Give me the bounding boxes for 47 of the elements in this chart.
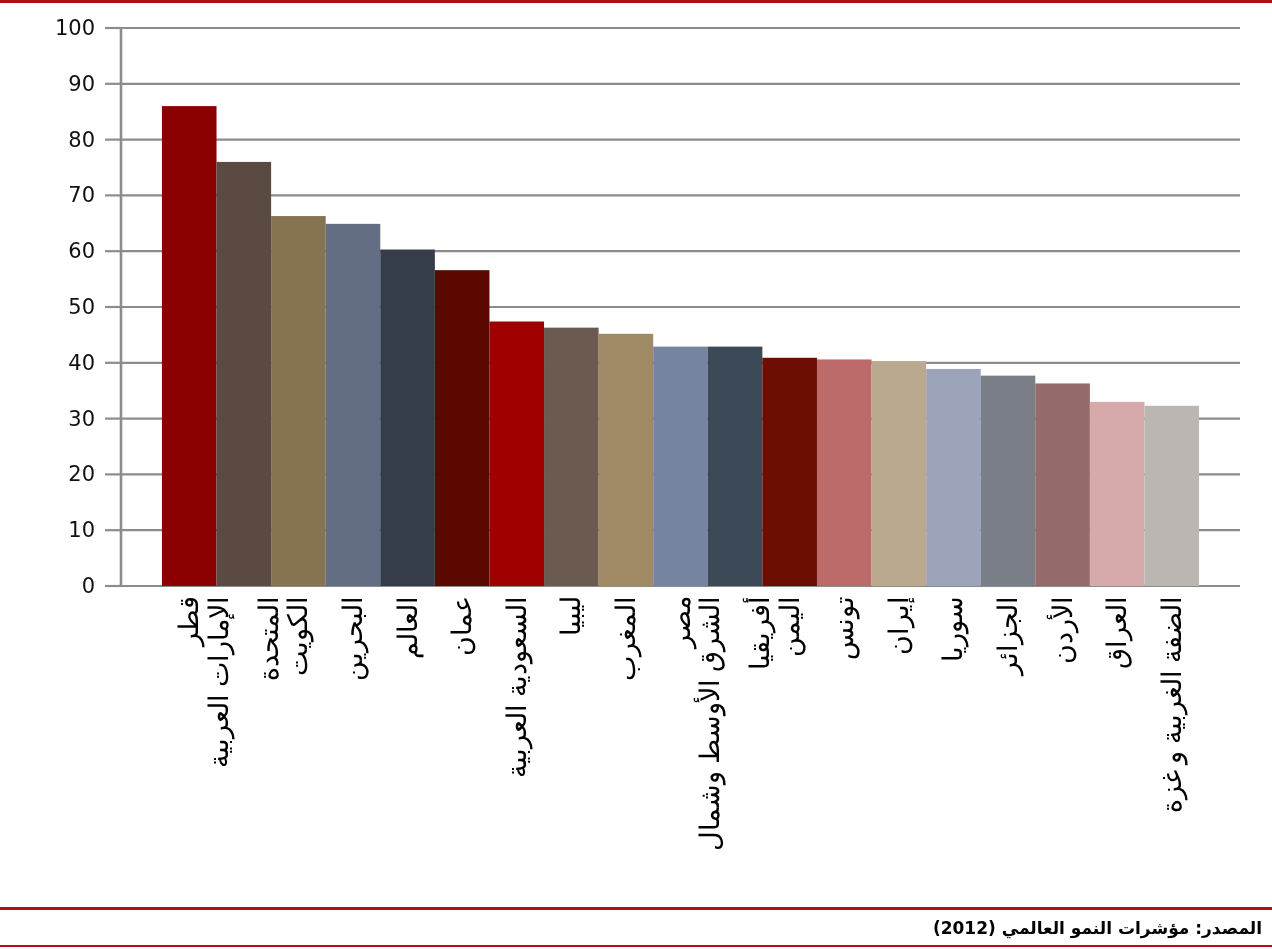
bar xyxy=(380,249,435,586)
bar xyxy=(871,361,927,586)
bar xyxy=(598,333,654,586)
x-tick-label: الأردن xyxy=(1045,596,1079,664)
x-tick-label: سوريا xyxy=(938,596,970,662)
text: المصدر: مؤشرات النمو العالمي (2012) xyxy=(932,918,1262,939)
x-tick-label: مصر xyxy=(665,596,697,650)
y-tick-label: 60 xyxy=(68,239,95,264)
bar xyxy=(325,223,381,586)
x-tick-label: الضفة الغربية و غزة xyxy=(1156,596,1188,814)
bar xyxy=(707,346,763,586)
x-tick-label: العراق xyxy=(1102,596,1134,669)
bar xyxy=(544,327,599,586)
x-tick-label: عمان xyxy=(447,596,478,656)
y-tick-label: 70 xyxy=(68,183,95,208)
y-tick-label: 0 xyxy=(81,574,95,598)
x-tick-label: البحرين xyxy=(337,596,369,681)
bar xyxy=(489,321,545,586)
bar xyxy=(216,161,272,586)
y-tick-label: 10 xyxy=(68,518,95,543)
y-tick-label: 80 xyxy=(68,127,95,152)
x-tick-label: تونس xyxy=(829,596,861,660)
x-tick-label: الكويت xyxy=(283,596,315,676)
bar xyxy=(980,375,1036,586)
bar xyxy=(762,357,817,586)
x-tick-label: المغرب xyxy=(610,596,642,681)
x-tick-label: السعودية العربية xyxy=(501,596,533,778)
y-tick-label: 20 xyxy=(68,462,95,487)
bar xyxy=(271,216,326,586)
bar xyxy=(1144,405,1200,586)
bar xyxy=(1089,401,1145,586)
y-tick-label: 40 xyxy=(68,350,95,375)
y-tick-label: 100 xyxy=(54,16,95,40)
bar xyxy=(926,368,981,586)
x-tick-label: قطر xyxy=(174,596,206,648)
bar xyxy=(434,270,490,586)
bar xyxy=(816,359,872,586)
bar xyxy=(161,106,217,586)
x-tick-label: العالم xyxy=(392,596,424,659)
bar xyxy=(1035,383,1090,586)
y-tick-label: 90 xyxy=(68,71,95,96)
x-tick-label: ليبيا xyxy=(556,596,587,636)
x-tick-label: الجزائر xyxy=(993,596,1025,677)
bar xyxy=(653,346,708,586)
x-tick-label: إيران xyxy=(883,596,915,655)
y-tick-label: 30 xyxy=(68,406,95,431)
y-tick-label: 50 xyxy=(68,295,95,319)
